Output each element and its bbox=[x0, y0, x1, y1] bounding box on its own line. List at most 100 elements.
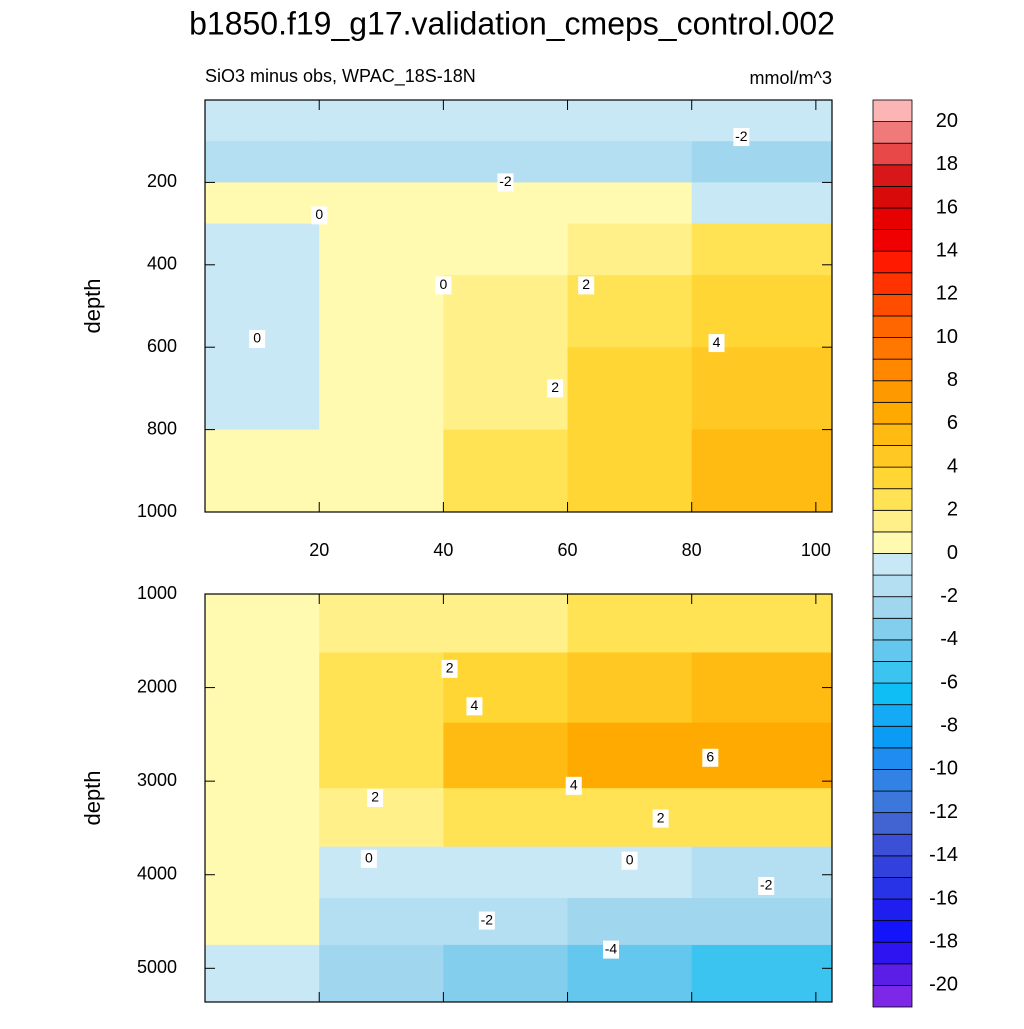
contour-cell bbox=[567, 223, 693, 276]
contour-cell bbox=[567, 347, 693, 431]
colorbar-label: -2 bbox=[940, 585, 958, 607]
colorbar-label: -8 bbox=[940, 715, 958, 737]
contour-label: -4 bbox=[605, 940, 618, 956]
contour-cell bbox=[567, 788, 693, 848]
colorbar-box bbox=[872, 337, 913, 360]
contour-label: -2 bbox=[499, 173, 512, 189]
contour-label-bg bbox=[367, 789, 384, 807]
contour-cell bbox=[319, 594, 444, 653]
plot-frame bbox=[204, 593, 833, 1003]
contour-cell bbox=[443, 898, 569, 946]
colorbar-label: -14 bbox=[929, 844, 958, 866]
colorbar-box bbox=[872, 380, 913, 403]
colorbar-box bbox=[872, 769, 913, 792]
contour-label-bg bbox=[578, 276, 595, 295]
contour-label: 2 bbox=[446, 660, 454, 676]
contour-cell bbox=[319, 846, 444, 899]
contour-label-bg bbox=[733, 128, 750, 147]
contour-cell bbox=[205, 429, 320, 513]
contour-label: 4 bbox=[471, 697, 479, 713]
colorbar-label: 8 bbox=[947, 369, 958, 391]
colorbar-label: -10 bbox=[929, 758, 958, 780]
contour-cell bbox=[319, 182, 444, 225]
contour-label-bg bbox=[466, 697, 483, 716]
contour-cell bbox=[205, 788, 320, 848]
contour-cell bbox=[567, 898, 693, 946]
contour-cell bbox=[205, 347, 320, 431]
contour-label-bg bbox=[249, 329, 266, 348]
contour-cell bbox=[691, 652, 833, 724]
contour-label: -2 bbox=[760, 877, 773, 893]
contour-cell bbox=[205, 722, 320, 789]
colorbar-box bbox=[872, 164, 913, 187]
x-tick-label: 100 bbox=[801, 540, 831, 560]
contour-cell bbox=[319, 944, 444, 1003]
contour-label-bg bbox=[360, 849, 377, 868]
contour-cell bbox=[319, 100, 444, 142]
units: mmol/m^3 bbox=[750, 68, 832, 88]
contour-cell bbox=[205, 652, 320, 724]
contour-cell bbox=[691, 429, 833, 513]
colorbar-label: -20 bbox=[929, 974, 958, 996]
colorbar-label: 0 bbox=[947, 542, 958, 564]
colorbar-box bbox=[872, 121, 913, 144]
contour-cell bbox=[205, 898, 320, 946]
contour-label-bg bbox=[652, 809, 669, 828]
contour-cell bbox=[205, 182, 320, 225]
contour-cell bbox=[691, 182, 833, 225]
colorbar-box bbox=[872, 99, 913, 122]
contour-cell bbox=[205, 944, 320, 1003]
contour-cell bbox=[567, 429, 693, 513]
contour-cell bbox=[567, 182, 693, 225]
colorbar-box bbox=[872, 574, 913, 598]
colorbar-label: 6 bbox=[947, 412, 958, 434]
y-tick-label: 3000 bbox=[137, 770, 177, 790]
contour-cell bbox=[691, 141, 833, 183]
colorbar-label: -4 bbox=[940, 628, 958, 650]
colorbar-box bbox=[872, 617, 913, 641]
contour-cell bbox=[205, 141, 320, 183]
contour-cell bbox=[443, 722, 569, 789]
colorbar-box bbox=[872, 315, 913, 338]
y-tick-label: 800 bbox=[147, 418, 177, 438]
contour-cell bbox=[443, 100, 569, 142]
colorbar-box bbox=[872, 639, 913, 662]
colorbar-box bbox=[872, 207, 913, 230]
colorbar-box bbox=[872, 725, 913, 749]
colorbar-box bbox=[872, 985, 913, 1008]
y-tick-label: 1000 bbox=[137, 501, 177, 521]
colorbar-box bbox=[872, 423, 913, 446]
colorbar-box bbox=[872, 790, 913, 814]
colorbar-box bbox=[872, 531, 913, 554]
contour-cell bbox=[319, 652, 444, 724]
y-axis-label: depth bbox=[80, 278, 105, 333]
colorbar-label: 10 bbox=[936, 326, 958, 348]
y-tick-label: 4000 bbox=[137, 863, 177, 883]
y-tick-label: 1000 bbox=[137, 583, 177, 603]
contour-label: 2 bbox=[657, 809, 665, 825]
contour-label: 0 bbox=[439, 276, 447, 292]
y-tick-label: 600 bbox=[147, 336, 177, 356]
colorbar-box bbox=[872, 293, 913, 317]
colorbar-box bbox=[872, 250, 913, 274]
contour-label: 6 bbox=[706, 748, 714, 764]
colorbar-box bbox=[872, 920, 913, 943]
contour-label-bg bbox=[441, 659, 458, 678]
contour-cell bbox=[443, 429, 569, 513]
contour-cell bbox=[691, 944, 833, 1003]
colorbar-box bbox=[872, 747, 913, 770]
contour-label: 2 bbox=[551, 379, 559, 395]
contour-label-bg bbox=[708, 334, 725, 353]
contour-label-bg bbox=[702, 748, 719, 767]
contour-cell bbox=[319, 429, 444, 513]
contour-cell bbox=[691, 100, 833, 142]
contour-cell bbox=[205, 223, 320, 276]
colorbar-label: 18 bbox=[936, 153, 958, 175]
contour-cell bbox=[567, 594, 693, 653]
colorbar-box bbox=[872, 509, 913, 533]
colorbar-label: 14 bbox=[936, 239, 958, 261]
contour-cell bbox=[443, 275, 569, 348]
contour-label-bg bbox=[565, 776, 582, 795]
contour-cell bbox=[567, 100, 693, 142]
